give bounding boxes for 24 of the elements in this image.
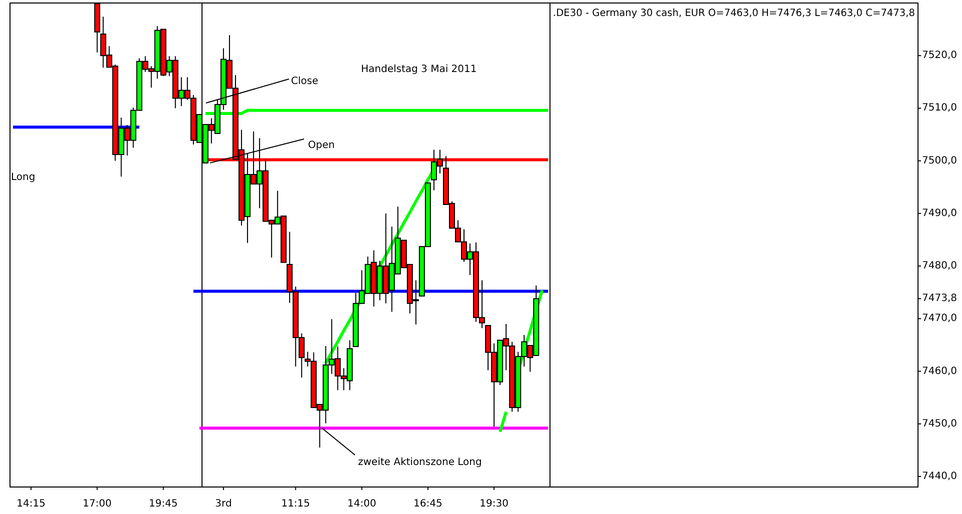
annotation: Open [308,140,335,151]
x-tick-label: 3rd [215,498,232,510]
annotation: Long [11,172,36,183]
y-tick-label: 7450,0 [922,418,957,430]
annotation: Handelstag 3 Mai 2011 [361,64,477,75]
y-tick-label: 7490,0 [922,208,957,219]
x-tick-label: 14:15 [16,498,46,510]
y-tick-label: 7510,0 [922,102,957,114]
x-tick-label: 19:45 [148,498,178,510]
y-tick-label: 7470,0 [922,313,957,324]
annotation: zweite Aktionszone Long [358,457,482,468]
annotation: Close [291,76,318,87]
y-tick-label: 7480,0 [922,260,957,272]
x-tick-label: 16:45 [414,498,442,510]
x-tick-label: 19:30 [480,498,508,510]
x-tick-label: 11:15 [281,498,310,510]
text: .DE30 - Germany 30 cash, EUR O=7463,0 H=7476,3 L=7463,0 C=7473,8 [553,8,922,19]
y-tick-label: 7473,8 [922,293,957,304]
x-tick-label: 17:00 [82,498,112,510]
y-tick-label: 7520,0 [922,50,957,62]
y-tick-label: 7440,0 [922,470,957,482]
y-tick-label: 7500,0 [922,155,957,166]
y-tick-label: 7460,0 [922,366,957,377]
x-tick-label: 14:00 [347,498,376,510]
